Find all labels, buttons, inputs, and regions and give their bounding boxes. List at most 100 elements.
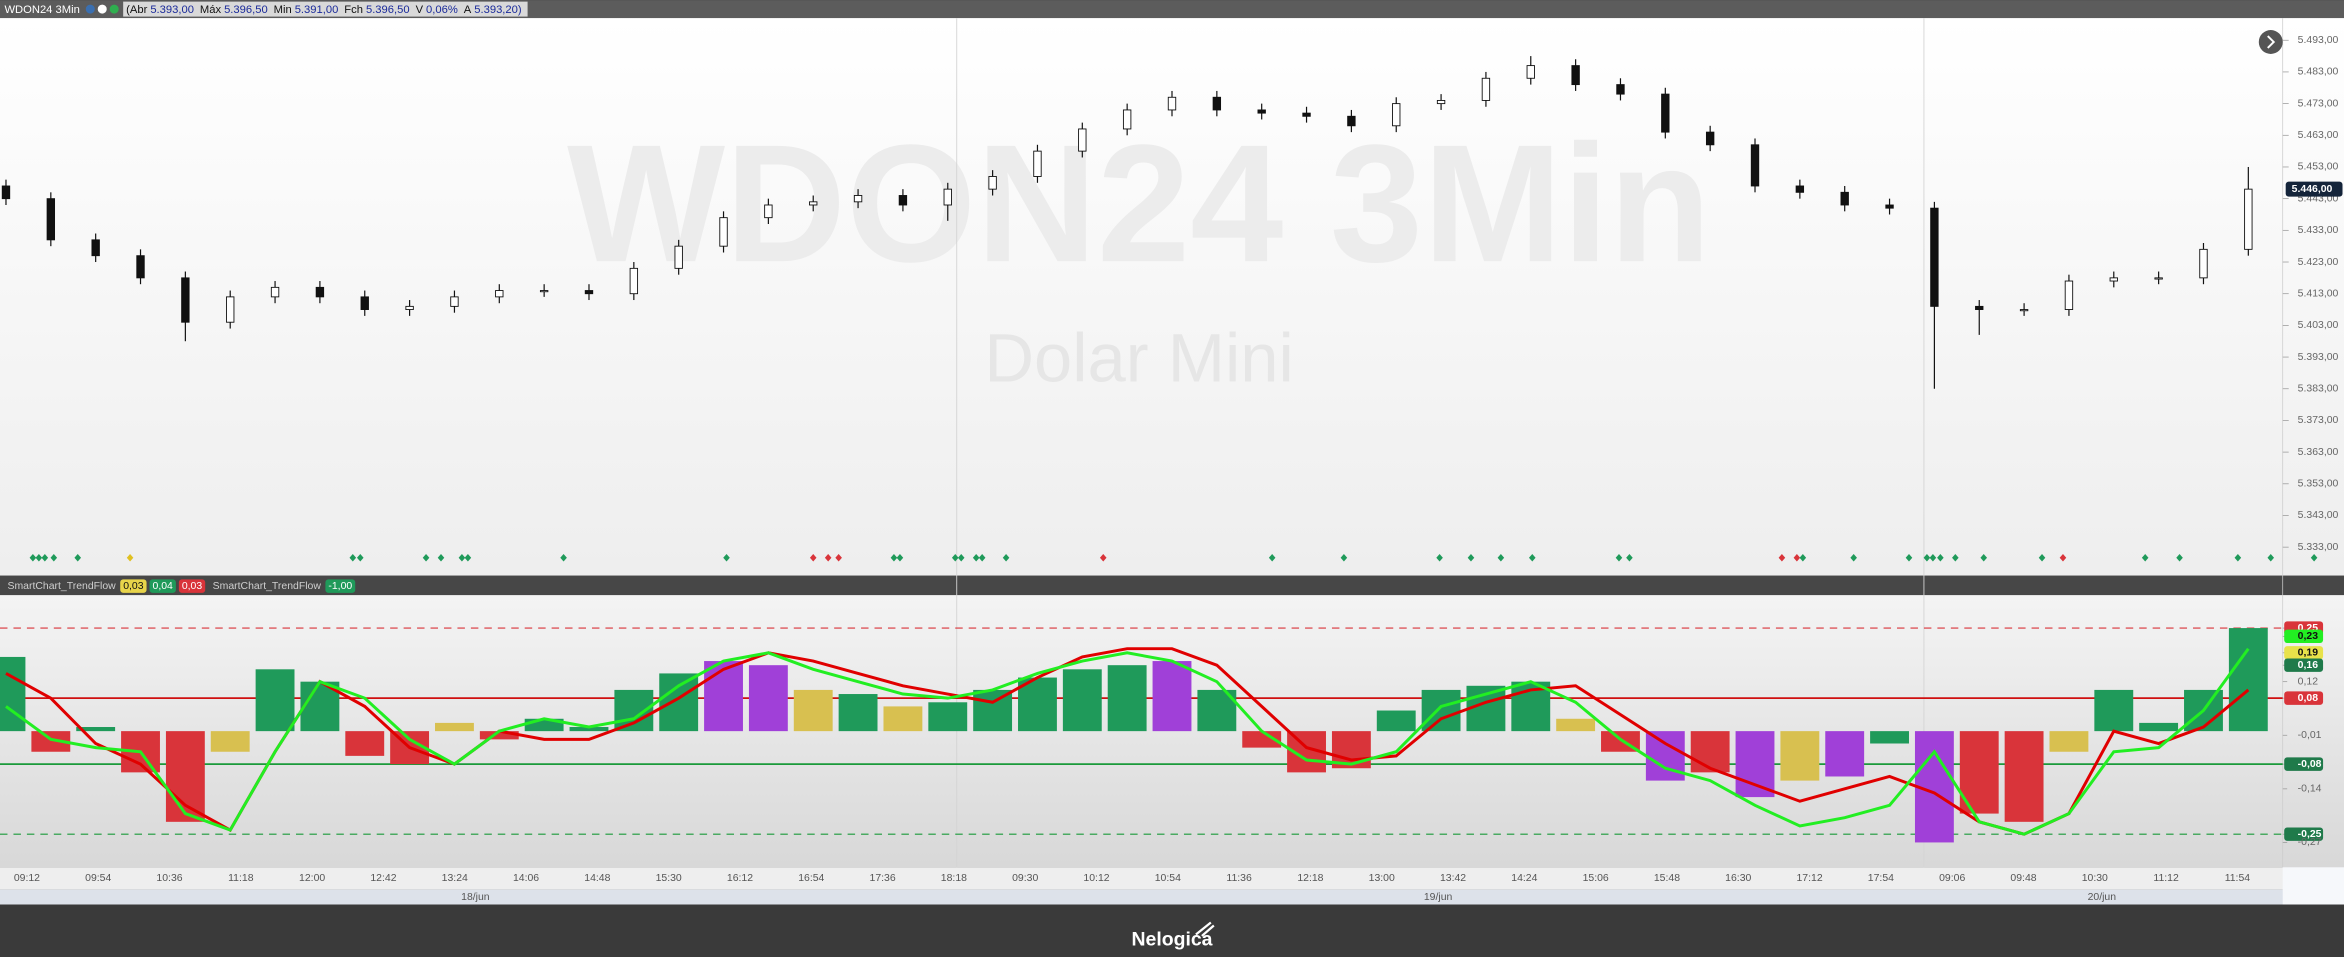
next-button[interactable] xyxy=(2258,30,2283,54)
header-field-label: Min xyxy=(274,4,292,16)
footer-brand: Nelogica xyxy=(1132,929,1213,951)
footer xyxy=(0,904,2344,957)
next-button-bg[interactable] xyxy=(2258,30,2283,54)
y-tick-label: 5.493,00 xyxy=(2298,35,2339,46)
candle-body xyxy=(2244,188,2253,250)
header-field-value: 5.396,50 xyxy=(224,4,268,16)
y-tick-badge xyxy=(2284,757,2324,771)
signal-marker xyxy=(809,553,817,562)
x-tick-label: 18:18 xyxy=(941,873,967,884)
candle-body xyxy=(988,176,997,190)
candle-body xyxy=(315,286,325,298)
header-field-value: 5.391,00 xyxy=(295,4,339,16)
y-tick-label: 5.483,00 xyxy=(2298,67,2339,78)
x-tick-label: 15:48 xyxy=(1654,873,1680,884)
trend-line xyxy=(5,647,2250,836)
x-tick-label: 17:36 xyxy=(870,873,896,884)
signal-marker xyxy=(1002,553,1010,562)
histogram-bar xyxy=(1376,710,1416,732)
next-button-icon[interactable] xyxy=(2267,35,2276,49)
date-label: 20/jun xyxy=(2088,892,2117,903)
x-tick-label: 10:12 xyxy=(1083,873,1109,884)
histogram-bar xyxy=(1780,731,1820,781)
candle-body xyxy=(2199,248,2208,279)
candle-body xyxy=(1750,144,1760,187)
candle-body xyxy=(809,201,818,206)
histogram-bar xyxy=(165,731,205,822)
header-bar xyxy=(0,0,2344,19)
histogram-bar xyxy=(704,661,743,732)
signal-marker xyxy=(1099,553,1107,562)
histogram-bar xyxy=(659,673,699,732)
header-info-box xyxy=(123,1,528,17)
candle-body xyxy=(1078,128,1087,152)
candle-body xyxy=(270,286,280,298)
y-tick-label: 0,23 xyxy=(2298,631,2319,642)
candle-body xyxy=(943,188,952,206)
signal-marker xyxy=(1268,553,1276,562)
header-icon xyxy=(85,4,95,14)
signal-marker xyxy=(890,553,898,562)
signal-marker xyxy=(896,553,904,562)
histogram-bar xyxy=(210,731,250,752)
histogram-bar xyxy=(748,665,788,732)
y-tick-label: 0,12 xyxy=(2298,676,2319,687)
signal-marker xyxy=(1497,553,1505,562)
indicator-name: SmartChart_TrendFlow xyxy=(7,581,116,592)
header-icon xyxy=(97,4,107,14)
x-tick-label: 16:54 xyxy=(798,873,824,884)
histogram-bar xyxy=(2228,628,2268,732)
y-tick-badge xyxy=(2284,658,2324,672)
y-tick-badge xyxy=(2284,629,2324,644)
histogram-bar xyxy=(2049,731,2089,752)
header-field-value: 0,06% xyxy=(426,4,458,16)
x-tick-label: 16:12 xyxy=(727,873,753,884)
x-tick-label: 15:30 xyxy=(656,873,682,884)
signal-marker xyxy=(835,553,842,562)
candle-body xyxy=(405,305,414,310)
candle-body xyxy=(181,277,190,323)
candle-body xyxy=(1930,207,1939,307)
histogram-bar xyxy=(76,727,116,732)
histogram-bar xyxy=(838,694,878,732)
y-tick-label: 0,08 xyxy=(2298,693,2319,704)
histogram-bar xyxy=(2139,722,2179,732)
trend-line xyxy=(5,647,2250,836)
candle-body xyxy=(719,217,728,247)
date-label: 18/jun xyxy=(461,892,490,903)
histogram-bar xyxy=(569,727,609,732)
indicator-badge xyxy=(325,579,356,593)
x-tick-label: 11:12 xyxy=(2153,873,2179,884)
indicator-badge xyxy=(120,579,147,593)
x-tick-label: 13:00 xyxy=(1369,873,1395,884)
candle-body xyxy=(898,195,908,206)
candle-body xyxy=(1122,109,1132,130)
y-tick-label: 5.453,00 xyxy=(2298,162,2339,173)
histogram-bar xyxy=(0,656,26,732)
indicator-badge xyxy=(149,579,176,593)
x-tick-label: 17:12 xyxy=(1796,873,1822,884)
candle-body xyxy=(1885,204,1894,209)
candle-body xyxy=(1392,103,1401,127)
y-tick-label: -0,25 xyxy=(2298,829,2322,840)
candle-body xyxy=(1661,93,1670,133)
x-tick-label: 10:54 xyxy=(1155,873,1181,884)
candle-body xyxy=(1212,96,1222,111)
x-tick-label: 10:30 xyxy=(2082,873,2108,884)
histogram-bar xyxy=(1825,731,1865,777)
candle-body xyxy=(1481,77,1491,101)
histogram-bar xyxy=(1242,731,1282,748)
x-tick-label: 12:18 xyxy=(1297,873,1323,884)
candle-body xyxy=(2154,277,2163,280)
indicator-badge xyxy=(178,579,206,593)
header-field-label: V xyxy=(416,4,424,16)
x-tick-label: 11:36 xyxy=(1226,873,1252,884)
x-tick-label: 09:06 xyxy=(1939,873,1965,884)
y-tick-label: 5.443,00 xyxy=(2298,193,2339,204)
histogram-bar xyxy=(1690,731,1730,773)
candle-body xyxy=(1167,96,1177,111)
symbol: WDON24 3Min xyxy=(4,4,79,16)
y-tick-badge xyxy=(2284,646,2324,660)
indicator-badge-label: 0,03 xyxy=(182,581,203,592)
